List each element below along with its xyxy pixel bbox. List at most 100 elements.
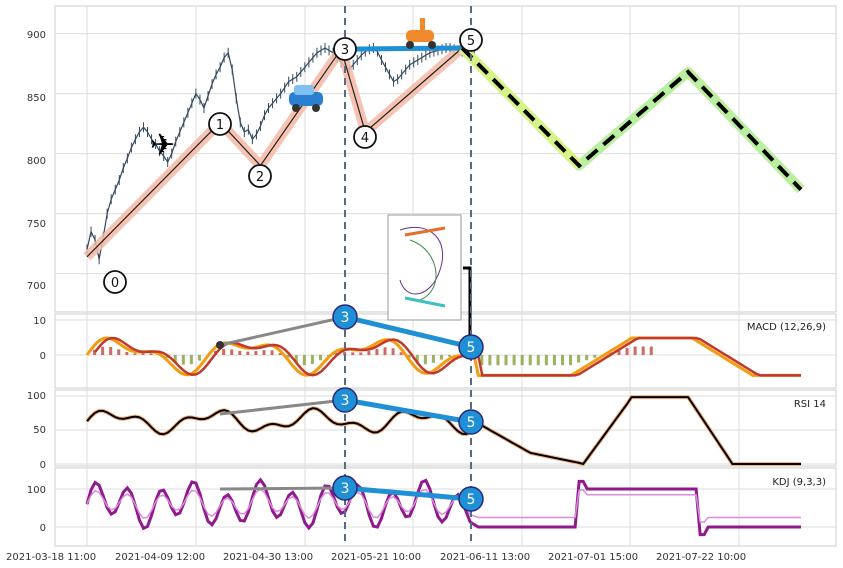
- wave-label-5: 5: [459, 28, 483, 52]
- xtick: 2021-05-21 10:00: [331, 552, 421, 563]
- svg-text:5: 5: [467, 340, 476, 356]
- macd-histogram-bar: [367, 351, 371, 355]
- macd-histogram-bar: [633, 346, 637, 355]
- macd-histogram-bar: [528, 355, 532, 366]
- macd-histogram-bar: [375, 348, 379, 355]
- airplane-icon: ✈: [150, 128, 175, 163]
- macd-histogram-bar: [262, 350, 266, 355]
- macd-histogram-bar: [294, 355, 298, 363]
- price-ytick: 900: [27, 30, 46, 41]
- xtick: 2021-07-01 15:00: [548, 552, 638, 563]
- svg-text:3: 3: [341, 393, 350, 409]
- divergence-line-kdj: [344, 485, 472, 502]
- macd-histogram-bar: [222, 348, 226, 355]
- macd-histogram-bar: [561, 355, 564, 366]
- wave-line: [86, 47, 463, 258]
- xtick: 2021-04-09 12:00: [115, 552, 205, 563]
- macd-ytick: 0: [40, 351, 46, 362]
- car-icon: [289, 85, 323, 112]
- macd-histogram-bar: [197, 355, 201, 361]
- macd-histogram-bar: [391, 348, 395, 355]
- svg-text:5: 5: [467, 492, 476, 508]
- macd-histogram-bar: [544, 355, 548, 366]
- svg-text:3: 3: [341, 481, 350, 497]
- macd-histogram-bar: [302, 355, 306, 366]
- rsi-label-3: 3: [332, 387, 358, 413]
- macd-histogram-bar: [149, 353, 153, 355]
- macd-histogram-bar: [448, 355, 452, 357]
- price-ytick: 800: [27, 156, 46, 167]
- macd-histogram-bar: [278, 353, 282, 355]
- price-layer: [83, 43, 805, 265]
- svg-text:1: 1: [216, 118, 224, 133]
- grid-lines: [55, 6, 836, 546]
- svg-text:0: 0: [111, 276, 119, 291]
- wave-label-2: 2: [248, 164, 272, 188]
- inset-thumbnail: [387, 214, 462, 321]
- xtick: 2021-04-30 13:00: [223, 552, 313, 563]
- macd-histogram-bar: [189, 355, 193, 365]
- price-ytick: 850: [27, 93, 46, 104]
- macd-histogram-bar: [93, 349, 97, 355]
- macd-histogram-bar: [512, 355, 516, 366]
- macd-histogram-bar: [310, 355, 314, 365]
- macd-histogram-bar: [439, 355, 443, 360]
- macd-histogram-bar: [536, 355, 540, 366]
- macd-histogram-bar: [415, 355, 419, 363]
- macd-marker-dot: [216, 341, 224, 349]
- macd-histogram-bar: [141, 353, 145, 355]
- macd-label-5: 5: [458, 334, 484, 360]
- macd-histogram-bar: [423, 355, 427, 365]
- macd-histogram-bar: [117, 349, 121, 355]
- overlay-layer: [344, 6, 472, 546]
- xtick: 2021-07-22 10:00: [656, 552, 746, 563]
- kdj-grey-connector: [219, 486, 346, 491]
- macd-histogram-bar: [101, 346, 105, 355]
- macd-histogram-bar: [351, 352, 355, 355]
- macd-histogram-bar: [109, 346, 113, 355]
- macd-histogram-bar: [246, 351, 250, 355]
- svg-text:3: 3: [341, 310, 350, 326]
- rsi-label-5: 5: [458, 409, 484, 435]
- macd-histogram-bar: [504, 355, 508, 366]
- divergence-line-macd: [344, 314, 472, 350]
- rsi-ytick: 50: [33, 425, 46, 436]
- macd-histogram-bar: [181, 355, 185, 365]
- kdj-d-line: [86, 488, 801, 523]
- macd-histogram-bar: [359, 352, 363, 355]
- rsi-ytick: 0: [40, 460, 46, 471]
- macd-histogram-bar: [617, 350, 621, 355]
- rsi-ytick: 100: [27, 391, 46, 402]
- wave-label-3: 3: [333, 37, 357, 61]
- macd-signal-line: [94, 336, 801, 377]
- macd-histogram-bar: [173, 355, 177, 362]
- macd-histogram-bar: [431, 355, 435, 363]
- macd-label-3: 3: [332, 304, 358, 330]
- xtick: 2021-06-11 13:00: [440, 552, 530, 563]
- svg-text:4: 4: [361, 131, 369, 146]
- price-ytick: 750: [27, 219, 46, 230]
- kdj-ytick: 100: [27, 485, 46, 496]
- macd-histogram-bar: [488, 355, 492, 366]
- macd-histogram-bar: [552, 355, 556, 366]
- kdj-label-5: 5: [458, 486, 484, 512]
- wave-label-1: 1: [208, 112, 232, 136]
- kdj-ytick: 0: [40, 523, 46, 534]
- macd-histogram-bar: [569, 355, 573, 366]
- macd-histogram-bar: [585, 355, 589, 361]
- wave-label-0: 0: [103, 270, 127, 294]
- divergence-line-price: [341, 45, 463, 52]
- macd-title: MACD (12,26,9): [747, 322, 826, 333]
- macd-histogram-bar: [133, 353, 137, 355]
- svg-text:3: 3: [341, 43, 349, 58]
- macd-histogram-bar: [593, 355, 597, 358]
- indicator-layer: [85, 266, 801, 537]
- macd-grey-connector: [219, 315, 346, 347]
- rsi-panel-frame: [54, 389, 837, 467]
- macd-histogram-bar: [286, 355, 290, 358]
- rsi-title: RSI 14: [794, 399, 826, 410]
- macd-ytick: 10: [33, 316, 46, 327]
- macd-histogram-bar: [318, 355, 322, 361]
